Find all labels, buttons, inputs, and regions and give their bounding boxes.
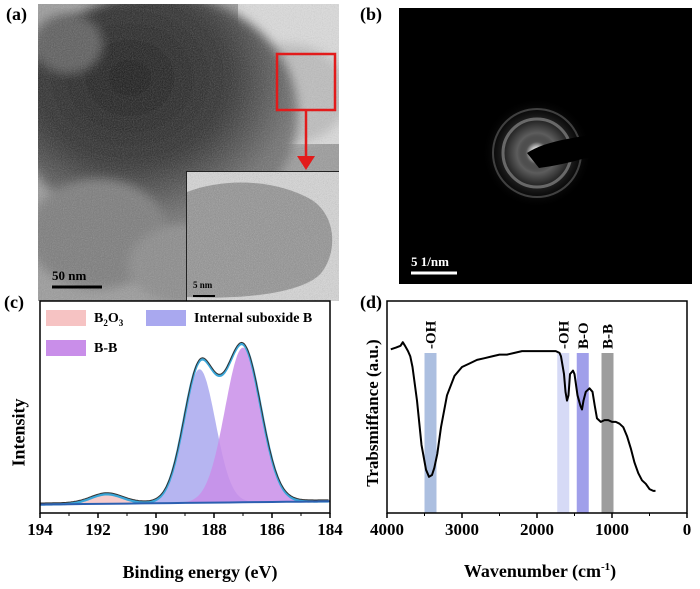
saed-scale-bar-label: 5 1/nm xyxy=(411,254,449,269)
ftir-xtick-label: 4000 xyxy=(370,520,404,539)
xps-xtick-label: 190 xyxy=(143,520,169,539)
ftir-band-label-1: -OH xyxy=(556,320,572,349)
ftir-xtick-label: 1000 xyxy=(595,520,629,539)
ftir-axes-frame xyxy=(386,300,688,514)
ftir-band-label-0: -OH xyxy=(424,320,440,349)
tem-image: 50 nm 5 nm xyxy=(38,4,339,301)
legend-item-suboxide: Internal suboxide B xyxy=(146,309,312,327)
xps-peak-b2o3 xyxy=(40,494,330,505)
ftir-xtick-label: 0 xyxy=(683,520,692,539)
hrtem-inset: 5 nm xyxy=(186,171,339,301)
ftir-xtick-label: 2000 xyxy=(520,520,554,539)
ftir-band-label-3: B-B xyxy=(601,324,617,349)
xps-xtick-label: 194 xyxy=(27,520,53,539)
legend-swatch-bb xyxy=(46,340,86,357)
xps-xtick-label: 188 xyxy=(201,520,227,539)
ftir-band-3 xyxy=(601,353,614,513)
xps-axes-frame xyxy=(39,300,331,514)
ftir-spectrum xyxy=(390,341,656,492)
ftir-band-label-2: B-O xyxy=(576,322,592,349)
ftir-ylabel-wrap: Trabsmiffance (a.u.) xyxy=(356,333,386,493)
xps-ylabel-wrap: Intensity xyxy=(4,372,34,492)
xps-peak-suboxide xyxy=(40,369,330,505)
legend-item-bb: B-B xyxy=(46,339,117,357)
ftir-band-0 xyxy=(424,353,437,513)
xps-xtick-label: 192 xyxy=(85,520,111,539)
xps-raw-data xyxy=(40,341,329,504)
xps-xtick-label: 184 xyxy=(317,520,343,539)
scale-bar-label: 50 nm xyxy=(52,268,87,283)
panel-a-label: (a) xyxy=(6,4,27,24)
xps-peak-bb xyxy=(40,347,330,505)
ftir-xtick-label: 3000 xyxy=(445,520,479,539)
xps-baseline xyxy=(39,500,331,506)
xps-ylabel: Intensity xyxy=(8,398,29,467)
inset-scale-bar-label: 5 nm xyxy=(193,280,213,290)
xps-fit-envelope xyxy=(40,342,329,506)
zoom-arrow-icon xyxy=(297,156,315,170)
ftir-xlabel: Wavenumber (cm-1) xyxy=(463,561,617,581)
xps-xlabel: Binding energy (eV) xyxy=(122,562,278,582)
legend-swatch-suboxide xyxy=(146,310,186,327)
ftir-band-2 xyxy=(576,353,589,513)
saed-pattern: 5 1/nm xyxy=(399,8,692,284)
legend-swatch-b2o3 xyxy=(46,310,86,327)
ftir-band-1 xyxy=(557,353,570,513)
ftir-ylabel: Trabsmiffance (a.u.) xyxy=(363,339,382,487)
panel-d-label: (d) xyxy=(360,292,382,312)
panel-c-label: (c) xyxy=(4,292,24,312)
legend-item-b2o3: B2O3 xyxy=(46,309,123,328)
beam-stopper xyxy=(527,128,669,168)
xps-xtick-label: 186 xyxy=(259,520,285,539)
panel-b-label: (b) xyxy=(360,4,382,24)
